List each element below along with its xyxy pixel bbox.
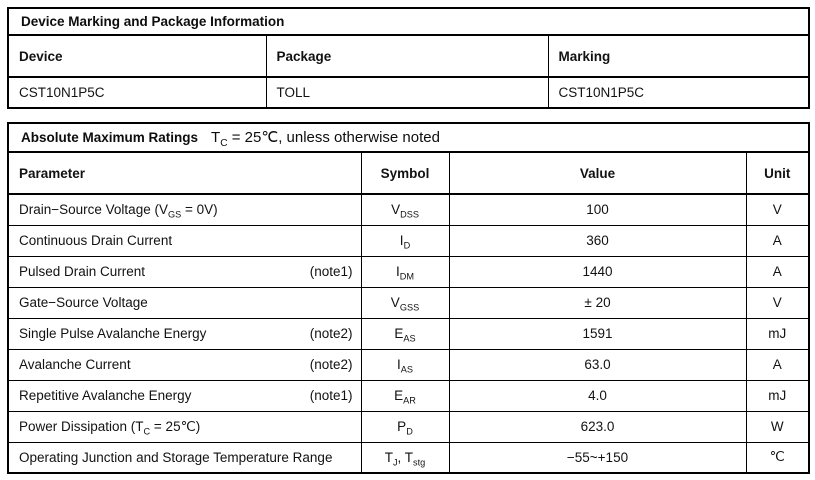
parameter-text: Avalanche Current bbox=[19, 357, 131, 372]
parameter-cell: Repetitive Avalanche Energy (note1) bbox=[7, 379, 362, 412]
symbol-cell: VDSS bbox=[360, 193, 450, 226]
parameter-cell: Single Pulse Avalanche Energy (note2) bbox=[7, 317, 362, 350]
unit-cell: mJ bbox=[745, 379, 810, 412]
table-row: CST10N1P5C TOLL CST10N1P5C bbox=[7, 76, 810, 109]
ratings-table-title-text: Absolute Maximum Ratings bbox=[21, 130, 199, 145]
parameter-cell: Continuous Drain Current bbox=[7, 224, 362, 257]
unit-cell: A bbox=[745, 348, 810, 381]
column-header-unit: Unit bbox=[745, 151, 810, 195]
note-ref: (note2) bbox=[309, 326, 353, 341]
table-row: Continuous Drain Current ID 360 A bbox=[7, 224, 810, 257]
value-cell: 63.0 bbox=[448, 348, 747, 381]
value-cell: 4.0 bbox=[448, 379, 747, 412]
package-cell: TOLL bbox=[265, 76, 549, 109]
value-cell: 100 bbox=[448, 193, 747, 226]
parameter-cell: Avalanche Current (note2) bbox=[7, 348, 362, 381]
value-cell: ± 20 bbox=[448, 286, 747, 319]
column-header-value: Value bbox=[448, 151, 747, 195]
parameter-text: Drain−Source Voltage (VGS = 0V) bbox=[19, 202, 218, 220]
ratings-table-title-row: Absolute Maximum Ratings TC = 25℃, unless… bbox=[7, 122, 810, 153]
unit-cell: mJ bbox=[745, 317, 810, 350]
note-ref: (note2) bbox=[309, 357, 353, 372]
table-row: Power Dissipation (TC = 25℃) PD 623.0 W bbox=[7, 410, 810, 443]
table-row: Gate−Source Voltage VGSS ± 20 V bbox=[7, 286, 810, 319]
symbol-cell: ID bbox=[360, 224, 450, 257]
table-row: Avalanche Current (note2) IAS 63.0 A bbox=[7, 348, 810, 381]
symbol-cell: EAS bbox=[360, 317, 450, 350]
marking-table-header-row: Device Package Marking bbox=[7, 34, 810, 78]
value-cell: 360 bbox=[448, 224, 747, 257]
column-header-package: Package bbox=[265, 34, 549, 78]
value-cell: 623.0 bbox=[448, 410, 747, 443]
absolute-maximum-ratings-table: Absolute Maximum Ratings TC = 25℃, unless… bbox=[7, 122, 811, 474]
parameter-text: Operating Junction and Storage Temperatu… bbox=[19, 449, 333, 465]
column-header-parameter: Parameter bbox=[7, 151, 362, 195]
table-row: Operating Junction and Storage Temperatu… bbox=[7, 441, 810, 474]
column-header-marking: Marking bbox=[547, 34, 810, 78]
parameter-cell: Operating Junction and Storage Temperatu… bbox=[7, 441, 362, 474]
parameter-text: Power Dissipation (TC = 25℃) bbox=[19, 418, 201, 437]
column-header-device: Device bbox=[7, 34, 267, 78]
symbol-cell: IDM bbox=[360, 255, 450, 288]
parameter-text: Repetitive Avalanche Energy bbox=[19, 388, 192, 403]
parameter-cell: Pulsed Drain Current (note1) bbox=[7, 255, 362, 288]
unit-cell: A bbox=[745, 224, 810, 257]
marking-cell: CST10N1P5C bbox=[547, 76, 810, 109]
table-row: Repetitive Avalanche Energy (note1) EAR 4… bbox=[7, 379, 810, 412]
table-gap bbox=[7, 109, 808, 122]
parameter-text: Single Pulse Avalanche Energy bbox=[19, 326, 207, 341]
ratings-table-header-row: Parameter Symbol Value Unit bbox=[7, 151, 810, 195]
parameter-text: Pulsed Drain Current bbox=[19, 264, 146, 279]
parameter-cell: Drain−Source Voltage (VGS = 0V) bbox=[7, 193, 362, 226]
symbol-cell: IAS bbox=[360, 348, 450, 381]
table-row: Single Pulse Avalanche Energy (note2) EAS… bbox=[7, 317, 810, 350]
parameter-text: Continuous Drain Current bbox=[19, 233, 173, 248]
ratings-table-title: Absolute Maximum Ratings TC = 25℃, unless… bbox=[7, 122, 810, 153]
table-row: Drain−Source Voltage (VGS = 0V) VDSS 100… bbox=[7, 193, 810, 226]
parameter-cell: Power Dissipation (TC = 25℃) bbox=[7, 410, 362, 443]
unit-cell: A bbox=[745, 255, 810, 288]
value-cell: 1591 bbox=[448, 317, 747, 350]
symbol-cell: PD bbox=[360, 410, 450, 443]
unit-cell: V bbox=[745, 193, 810, 226]
note-ref: (note1) bbox=[309, 264, 353, 279]
unit-cell: ℃ bbox=[745, 441, 810, 474]
parameter-text: Gate−Source Voltage bbox=[19, 295, 148, 310]
symbol-cell: VGSS bbox=[360, 286, 450, 319]
note-ref: (note1) bbox=[309, 388, 353, 403]
table-row: Pulsed Drain Current (note1) IDM 1440 A bbox=[7, 255, 810, 288]
value-cell: 1440 bbox=[448, 255, 747, 288]
column-header-symbol: Symbol bbox=[360, 151, 450, 195]
symbol-cell: TJ, Tstg bbox=[360, 441, 450, 474]
marking-table-title-row: Device Marking and Package Information bbox=[7, 7, 810, 36]
value-cell: −55~+150 bbox=[448, 441, 747, 474]
marking-table-title: Device Marking and Package Information bbox=[7, 7, 810, 36]
unit-cell: W bbox=[745, 410, 810, 443]
unit-cell: V bbox=[745, 286, 810, 319]
ratings-table-condition: TC = 25℃, unless otherwise noted bbox=[211, 129, 440, 149]
device-cell: CST10N1P5C bbox=[7, 76, 267, 109]
symbol-cell: EAR bbox=[360, 379, 450, 412]
device-marking-table: Device Marking and Package Information D… bbox=[7, 7, 811, 109]
parameter-cell: Gate−Source Voltage bbox=[7, 286, 362, 319]
